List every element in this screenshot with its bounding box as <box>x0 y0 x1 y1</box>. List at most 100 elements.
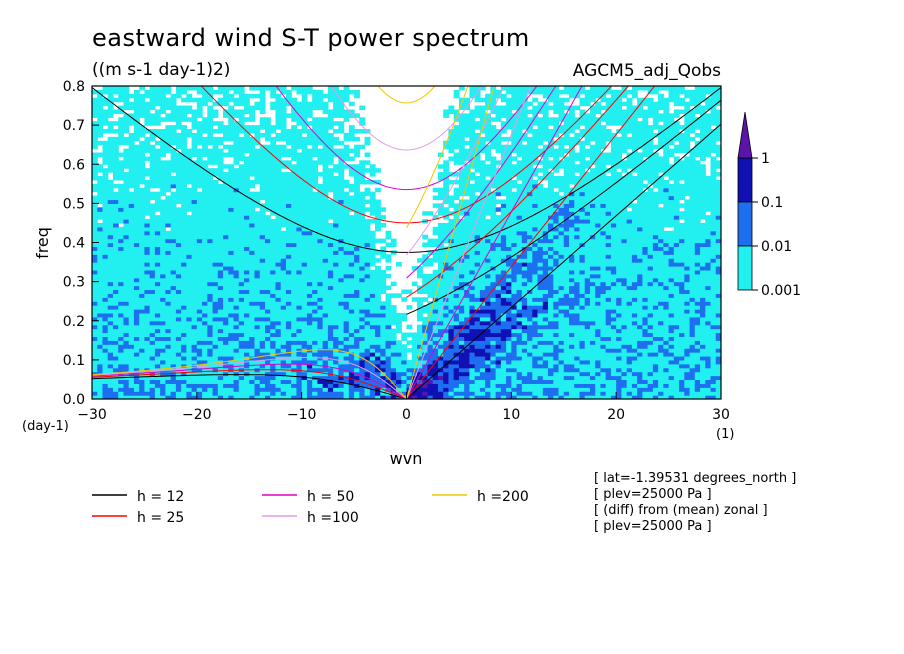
heatmap-cell <box>181 375 187 381</box>
heatmap-cell <box>574 230 581 236</box>
heatmap-cell <box>474 293 481 298</box>
heatmap-cell <box>380 355 387 361</box>
heatmap-cell <box>369 250 376 255</box>
heatmap-cell <box>390 336 397 341</box>
heatmap-cell <box>364 277 371 283</box>
heatmap-cell <box>333 258 339 263</box>
heatmap-cell <box>238 297 245 302</box>
heatmap-cell <box>458 352 465 357</box>
heatmap-cell <box>689 336 696 341</box>
heatmap-cell <box>474 379 481 384</box>
heatmap-cell <box>144 395 151 399</box>
heatmap-cell <box>537 285 544 291</box>
heatmap-cell <box>542 238 549 244</box>
heatmap-cell <box>327 344 334 349</box>
heatmap-cell <box>532 379 539 384</box>
heatmap-cell <box>642 273 649 279</box>
heatmap-cell <box>479 328 486 334</box>
heatmap-cell <box>390 395 397 399</box>
heatmap-cell <box>170 246 177 251</box>
heatmap-cell <box>165 336 172 341</box>
heatmap-cell <box>511 265 518 271</box>
heatmap-cell <box>207 391 214 396</box>
heatmap-cell <box>642 230 649 236</box>
heatmap-cell <box>500 332 507 337</box>
heatmap-cell <box>343 258 350 263</box>
heatmap-cell <box>333 340 339 345</box>
heatmap-cell <box>521 324 528 330</box>
heatmap-cell <box>663 297 670 302</box>
heatmap-cell <box>348 328 355 334</box>
heatmap-cell <box>296 285 303 291</box>
heatmap-cell <box>291 352 298 357</box>
heatmap-cell <box>595 258 602 263</box>
heatmap-cell <box>437 312 444 318</box>
heatmap-cell <box>112 387 119 392</box>
heatmap-cell <box>537 289 544 294</box>
heatmap-cell <box>123 238 130 244</box>
heatmap-cell <box>217 375 224 381</box>
heatmap-cell <box>244 328 250 334</box>
heatmap-cell <box>443 238 450 244</box>
heatmap-cell <box>133 316 140 322</box>
heatmap-cell <box>196 242 203 248</box>
heatmap-cell <box>154 316 161 322</box>
heatmap-cell <box>128 289 135 294</box>
heatmap-cell <box>301 273 308 279</box>
heatmap-cell <box>301 238 308 244</box>
heatmap-cell <box>175 352 182 357</box>
heatmap-cell <box>694 305 701 310</box>
heatmap-cell <box>600 312 607 318</box>
heatmap-cell <box>160 375 166 381</box>
heatmap-cell <box>663 320 670 326</box>
heatmap-cell <box>196 250 203 255</box>
heatmap-cell <box>642 332 649 337</box>
heatmap-cell <box>600 367 607 373</box>
heatmap-cell <box>422 344 429 349</box>
heatmap-cell <box>689 230 696 236</box>
heatmap-cell <box>338 309 345 314</box>
heatmap-cell <box>233 277 240 283</box>
heatmap-cell <box>217 312 224 318</box>
heatmap-cell <box>165 289 172 294</box>
heatmap-cell <box>647 309 654 314</box>
heatmap-cell <box>254 254 261 259</box>
heatmap-cell <box>553 250 560 255</box>
heatmap-cell <box>579 348 586 353</box>
heatmap-cell <box>160 234 166 240</box>
heatmap-cell <box>275 230 282 236</box>
heatmap-cell <box>673 305 680 310</box>
heatmap-cell <box>202 383 208 388</box>
heatmap-cell <box>485 297 491 302</box>
heatmap-cell <box>458 230 465 236</box>
heatmap-cell <box>631 316 638 322</box>
heatmap-cell <box>584 379 591 384</box>
heatmap-cell <box>652 254 659 259</box>
heatmap-cell <box>97 265 104 271</box>
heatmap-cell <box>532 340 539 345</box>
heatmap-cell <box>369 336 376 341</box>
heatmap-cell <box>112 285 119 291</box>
heatmap-cell <box>610 328 617 334</box>
heatmap-cell <box>149 246 156 251</box>
heatmap-cell <box>317 262 324 267</box>
heatmap-cell <box>139 332 146 337</box>
heatmap-cell <box>175 344 182 349</box>
heatmap-cell <box>207 379 214 384</box>
heatmap-cell <box>270 375 277 381</box>
heatmap-cell <box>317 320 324 326</box>
heatmap-cell <box>506 285 512 291</box>
heatmap-cell <box>621 328 628 334</box>
heatmap-cell <box>652 316 659 322</box>
heatmap-cell <box>422 352 429 357</box>
heatmap-cell <box>375 344 381 349</box>
heatmap-cell <box>102 262 109 267</box>
heatmap-cell <box>327 293 334 298</box>
heatmap-cell <box>537 336 544 341</box>
heatmap-cell <box>610 289 617 294</box>
heatmap-cell <box>511 395 518 399</box>
heatmap-cell <box>448 289 455 294</box>
heatmap-cell <box>626 234 633 240</box>
heatmap-cell <box>527 383 533 388</box>
heatmap-cell <box>254 359 261 365</box>
